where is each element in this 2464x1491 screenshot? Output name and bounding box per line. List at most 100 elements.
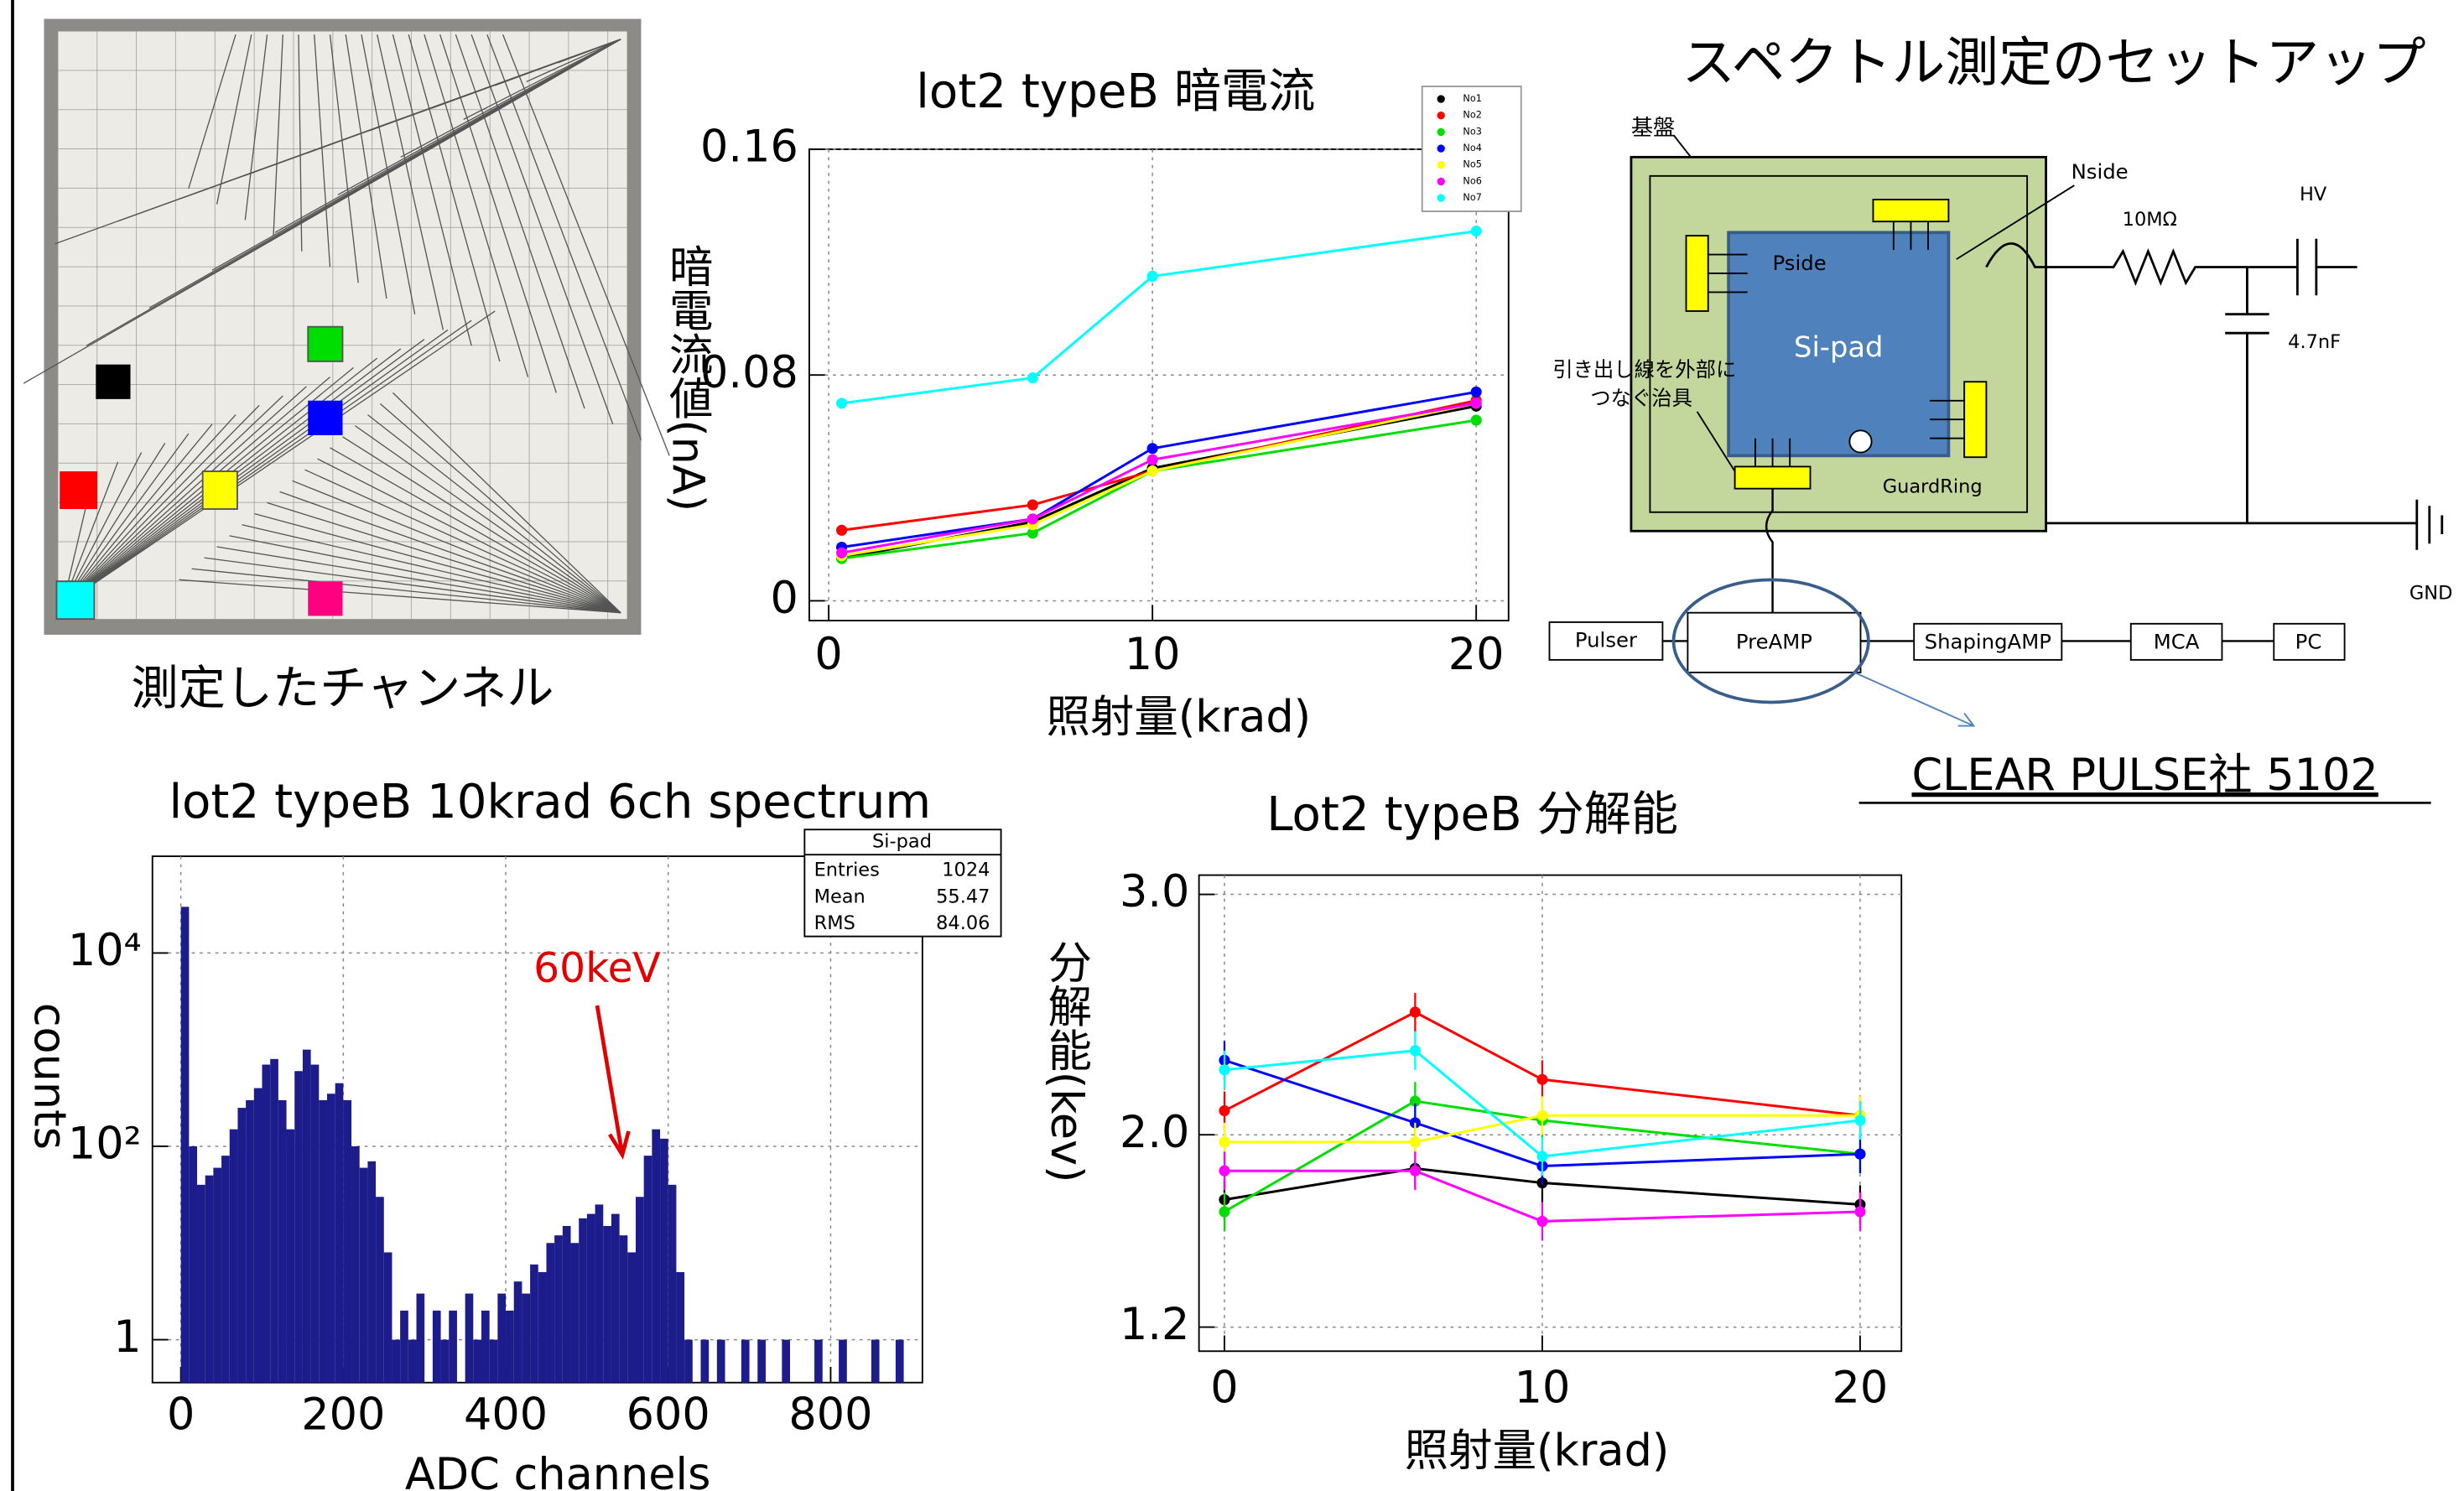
bar (417, 1294, 425, 1383)
bar (871, 1340, 880, 1383)
bar (441, 1340, 450, 1383)
y-tick-label: 2.0 (1120, 1107, 1189, 1158)
pad (308, 327, 342, 361)
bar (237, 1108, 246, 1383)
point (1536, 1216, 1547, 1227)
connector (1687, 236, 1708, 311)
bar (563, 1226, 571, 1383)
bar (449, 1311, 457, 1383)
bar (644, 1156, 652, 1383)
board-label: 基盤 (1631, 116, 1675, 141)
jig-label: 引き出し線を外部に (1552, 357, 1736, 382)
bar (384, 1252, 392, 1382)
bar (757, 1340, 766, 1383)
y-tick-label: 1 (113, 1312, 141, 1363)
bar (465, 1294, 474, 1383)
legend-label: No1 (1463, 93, 1481, 104)
setup-title: スペクトル測定のセットアップ (1682, 32, 2425, 94)
setup-diagram: スペクトル測定のセットアップ 基盤 Si-pad Pside Nside Gua… (1549, 32, 2452, 803)
chart-title: lot2 typeB 暗電流 (916, 65, 1315, 119)
stats-value: 1024 (942, 859, 990, 881)
legend-label: No5 (1463, 159, 1481, 170)
bar (660, 1139, 668, 1383)
y-tick-label: 10² (68, 1119, 142, 1170)
pointer (1674, 135, 1692, 157)
bar (490, 1340, 498, 1383)
resistor-label: 10MΩ (2123, 209, 2177, 231)
x-tick-label: 0 (1210, 1363, 1238, 1414)
bar (587, 1214, 595, 1383)
x-tick-label: 0 (814, 629, 842, 680)
point (1854, 1114, 1865, 1125)
bar (717, 1340, 725, 1383)
stats-label: Entries (814, 859, 880, 881)
point (1219, 1136, 1229, 1147)
bar (254, 1088, 263, 1383)
plot-frame (1199, 875, 1902, 1352)
chain-label: PC (2295, 629, 2322, 653)
jig-label: つなぐ治具 (1590, 386, 1692, 410)
bar (327, 1094, 335, 1382)
chart-title: lot2 typeB 10krad 6ch spectrum (169, 775, 931, 829)
bar (620, 1235, 628, 1383)
y-axis-label: 分解能(kev) (1041, 939, 1092, 1182)
connector (1735, 466, 1811, 488)
point (1410, 1045, 1421, 1056)
legend-marker (1437, 95, 1445, 102)
x-tick-label: 200 (301, 1390, 385, 1441)
point (836, 525, 847, 536)
si-pad-label: Si-pad (1794, 330, 1883, 363)
stats-label: Mean (814, 886, 866, 907)
point (1219, 1064, 1229, 1075)
bar (741, 1340, 750, 1383)
gnd-label: GND (2409, 583, 2453, 605)
point (836, 397, 847, 408)
bar (278, 1100, 287, 1383)
point (1410, 1006, 1421, 1017)
pad (308, 581, 342, 616)
point (1536, 1151, 1547, 1161)
point (1536, 1074, 1547, 1085)
bar (611, 1214, 620, 1383)
point (1027, 500, 1038, 511)
bar (400, 1311, 408, 1383)
point (1027, 372, 1038, 383)
bar (896, 1340, 904, 1383)
bar (481, 1311, 490, 1383)
bar (392, 1340, 400, 1383)
point (1027, 513, 1038, 524)
bar (700, 1340, 709, 1383)
bar (367, 1161, 376, 1383)
legend-marker (1437, 161, 1445, 169)
point (1536, 1110, 1547, 1121)
stats-value: 55.47 (936, 886, 990, 907)
capacitor-label: 4.7nF (2288, 331, 2341, 353)
vendor: CLEAR PULSE社 5102 (1911, 750, 2378, 801)
bar (546, 1243, 554, 1382)
x-axis-label: 照射量(krad) (1046, 692, 1311, 743)
x-tick-label: 800 (788, 1390, 872, 1441)
circuit (1986, 239, 2441, 550)
point (1471, 387, 1482, 397)
bar (571, 1243, 580, 1382)
point (1147, 443, 1158, 454)
bar (514, 1281, 522, 1383)
y-tick-label: 10⁴ (68, 925, 142, 976)
point (836, 548, 847, 558)
point (1147, 465, 1158, 476)
pad (308, 401, 342, 435)
bar (433, 1311, 441, 1383)
bar (351, 1146, 360, 1383)
bar (270, 1059, 278, 1383)
annotation: 60keV (533, 945, 661, 992)
bar (343, 1100, 351, 1383)
bar (595, 1204, 604, 1382)
bar (262, 1065, 270, 1383)
y-tick-label: 0 (770, 573, 798, 624)
stats-value: 84.06 (936, 912, 990, 934)
map-grid (58, 31, 626, 619)
bar (408, 1340, 417, 1383)
legend-label: No6 (1463, 175, 1481, 186)
bar (839, 1340, 847, 1383)
connector (1873, 200, 1948, 221)
